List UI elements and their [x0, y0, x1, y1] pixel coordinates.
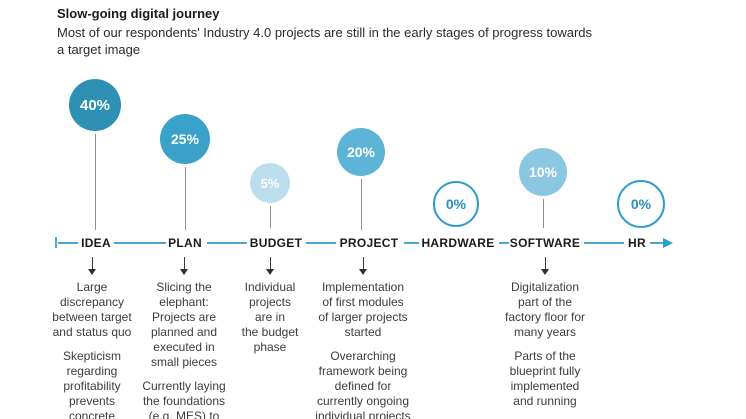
value-bubble-hr: 0%	[617, 180, 665, 228]
chart-title: Slow-going digital journey	[57, 6, 220, 21]
stage-notes-idea: Large discrepancy between target and sta…	[36, 280, 148, 419]
value-bubble-software: 10%	[519, 148, 567, 196]
stage-note: Large discrepancy between target and sta…	[52, 280, 132, 339]
bubble-stem	[185, 167, 186, 230]
stage-notes-software: Digitalization part of the factory floor…	[482, 280, 608, 409]
stage-note: Slicing the elephant: Projects are plann…	[150, 280, 218, 369]
right-arrow-icon	[663, 238, 673, 248]
down-arrow-icon	[180, 257, 188, 275]
axis-segment	[306, 242, 336, 244]
bubble-value: 10%	[528, 164, 558, 180]
down-arrow-icon	[359, 257, 367, 275]
stage-label-software: SOFTWARE	[509, 236, 581, 250]
value-bubble-idea: 40%	[69, 79, 121, 131]
axis-start-tick	[55, 237, 57, 248]
stage-notes-plan: Slicing the elephant: Projects are plann…	[123, 280, 245, 419]
stage-label-budget: BUDGET	[249, 236, 303, 250]
axis-segment	[58, 242, 78, 244]
stage-note: Implementation of first modules of large…	[318, 280, 408, 339]
stage-label-hardware: HARDWARE	[421, 236, 495, 250]
axis-segment	[114, 242, 166, 244]
stage-note: Overarching framework being defined for …	[315, 349, 411, 419]
value-bubble-plan: 25%	[160, 114, 210, 164]
axis-segment	[404, 242, 419, 244]
axis-segment	[499, 242, 509, 244]
axis-segment	[207, 242, 247, 244]
stage-note: Skepticism regarding profitability preve…	[62, 349, 121, 419]
bubble-value: 40%	[79, 96, 111, 114]
down-arrow-icon	[266, 257, 274, 275]
bubble-value: 0%	[445, 196, 467, 212]
bubble-stem	[95, 134, 96, 230]
stage-label-plan: PLAN	[168, 236, 202, 250]
bubble-value: 0%	[630, 196, 652, 212]
stage-label-project: PROJECT	[339, 236, 399, 250]
value-bubble-budget: 5%	[250, 163, 290, 203]
axis-segment	[650, 242, 664, 244]
stage-note: Individual projects are in the budget ph…	[241, 280, 299, 354]
chart-subtitle: Most of our respondents' Industry 4.0 pr…	[57, 25, 593, 57]
down-arrow-icon	[88, 257, 96, 275]
stage-notes-project: Implementation of first modules of large…	[297, 280, 429, 419]
stage-note: Digitalization part of the factory floor…	[504, 280, 586, 339]
axis-segment	[584, 242, 624, 244]
bubble-stem	[270, 206, 271, 228]
value-bubble-project: 20%	[337, 128, 385, 176]
bubble-stem	[361, 179, 362, 230]
bubble-stem	[543, 199, 544, 228]
stage-notes-budget: Individual projects are in the budget ph…	[220, 280, 320, 355]
down-arrow-icon	[541, 257, 549, 275]
stage-label-hr: HR	[628, 236, 646, 250]
stage-note: Currently laying the foundations (e.g. M…	[142, 379, 226, 419]
stage-note: Parts of the blueprint fully implemented…	[509, 349, 581, 408]
stage-label-idea: IDEA	[81, 236, 111, 250]
value-bubble-hardware: 0%	[433, 181, 479, 227]
bubble-value: 25%	[170, 131, 200, 147]
bubble-value: 5%	[260, 175, 280, 191]
bubble-value: 20%	[346, 144, 376, 160]
